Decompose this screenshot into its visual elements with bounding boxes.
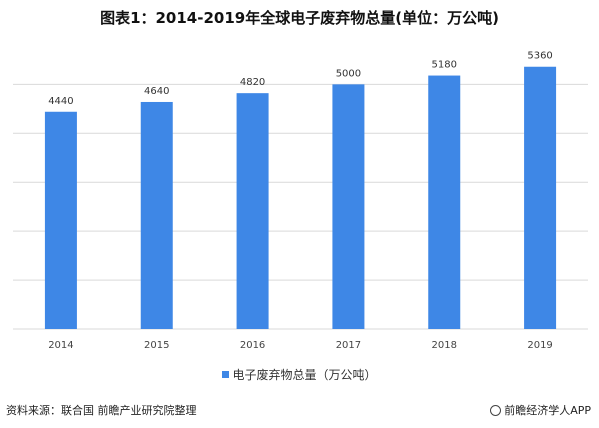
x-tick-2016: 2016 xyxy=(240,340,265,351)
data-label-2018: 5180 xyxy=(432,60,457,71)
source-note: 资料来源：联合国 前瞻产业研究院整理 xyxy=(6,404,197,417)
x-tick-2015: 2015 xyxy=(144,340,169,351)
legend: 电子废弃物总量（万公吨） xyxy=(0,366,599,383)
legend-label: 电子废弃物总量（万公吨） xyxy=(232,368,377,382)
x-tick-2018: 2018 xyxy=(432,340,457,351)
bars xyxy=(44,66,557,330)
x-tick-2019: 2019 xyxy=(527,340,552,351)
data-label-2019: 5360 xyxy=(527,51,552,62)
chart-title: 图表1：2014-2019年全球电子废弃物总量(单位：万公吨) xyxy=(100,9,499,27)
brand-label: 前瞻经济学人APP xyxy=(504,404,591,417)
data-labels: 4440 4640 4820 5000 5180 5360 xyxy=(48,51,553,107)
bar-2015 xyxy=(140,101,173,329)
x-tick-2014: 2014 xyxy=(48,340,73,351)
qianzhan-logo-icon xyxy=(490,404,502,416)
bar-2017 xyxy=(332,84,365,329)
x-tick-2017: 2017 xyxy=(336,340,361,351)
x-tick-labels: 2014 2015 2016 2017 2018 2019 xyxy=(48,340,553,351)
legend-swatch xyxy=(222,371,230,378)
bar-2016 xyxy=(236,93,269,330)
data-label-2014: 4440 xyxy=(48,96,73,107)
brand-credit: 前瞻经济学人APP xyxy=(490,402,591,418)
gridlines xyxy=(13,83,588,330)
data-label-2016: 4820 xyxy=(240,77,265,88)
bar-2014 xyxy=(44,111,77,329)
data-label-2017: 5000 xyxy=(336,68,361,79)
bar-2018 xyxy=(428,75,461,329)
data-label-2015: 4640 xyxy=(144,86,169,97)
bar-2019 xyxy=(524,66,557,329)
